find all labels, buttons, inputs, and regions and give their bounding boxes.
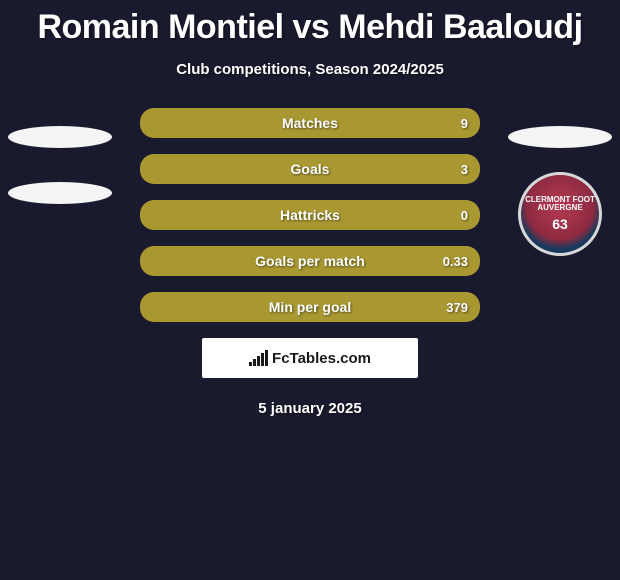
stat-right-value: 0.33 [443, 254, 468, 269]
stats-block: Matches 9 Goals 3 Hattricks 0 Goals per … [140, 108, 480, 322]
stat-row-matches: Matches 9 [140, 108, 480, 138]
club-crest: CLERMONT FOOT AUVERGNE 63 [518, 172, 602, 256]
stat-right-value: 9 [461, 116, 468, 131]
footer-date: 5 january 2025 [0, 400, 620, 417]
stat-row-mpg: Min per goal 379 [140, 292, 480, 322]
attribution-text: FcTables.com [272, 350, 371, 367]
stat-label: Goals [291, 161, 330, 177]
attribution-box: FcTables.com [202, 338, 418, 378]
stat-label: Min per goal [269, 299, 351, 315]
stat-right-value: 379 [446, 300, 468, 315]
stat-row-goals: Goals 3 [140, 154, 480, 184]
left-player-placeholder [8, 126, 112, 204]
stat-row-gpm: Goals per match 0.33 [140, 246, 480, 276]
crest-text-mid: AUVERGNE [537, 204, 582, 213]
stat-row-hattricks: Hattricks 0 [140, 200, 480, 230]
right-player-placeholder: CLERMONT FOOT AUVERGNE 63 [508, 126, 612, 256]
stat-label: Hattricks [280, 207, 340, 223]
avatar-placeholder [8, 126, 112, 148]
avatar-placeholder [508, 126, 612, 148]
page-subtitle: Club competitions, Season 2024/2025 [0, 61, 620, 78]
crest-placeholder [8, 182, 112, 204]
bars-icon [249, 350, 268, 366]
stat-right-value: 0 [461, 208, 468, 223]
stat-right-value: 3 [461, 162, 468, 177]
crest-number: 63 [552, 217, 568, 232]
stat-label: Goals per match [255, 253, 365, 269]
page-title: Romain Montiel vs Mehdi Baaloudj [0, 0, 620, 47]
stat-label: Matches [282, 115, 338, 131]
